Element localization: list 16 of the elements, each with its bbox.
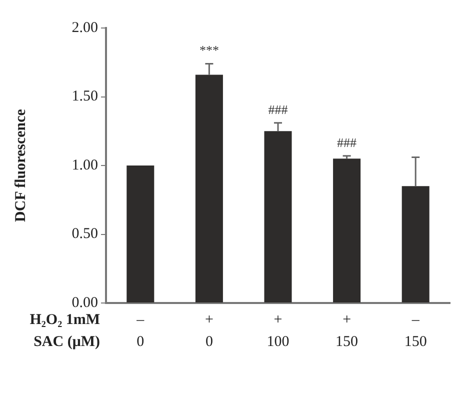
annotation: ###: [268, 102, 288, 117]
x-tick-label: + 0: [204, 312, 214, 350]
y-axis-title: DCF fluorescence: [12, 108, 29, 222]
x-tick-label: – 150: [404, 312, 427, 350]
annotation: ***: [199, 42, 219, 58]
x-tick-label: + 100: [266, 312, 290, 350]
x-tick-label: – 0: [136, 312, 145, 350]
y-tick-label: 1.00: [72, 157, 98, 174]
x-tick-label: + 150: [336, 312, 358, 350]
y-tick-label: 0.50: [72, 226, 98, 242]
annotation: ###: [337, 134, 358, 150]
y-tick-label: 2.00: [72, 20, 98, 36]
y-tick-label: 0.00: [72, 294, 98, 311]
y-tick-label: 1.50: [72, 88, 98, 105]
text: H₂O₂ 1mM: [30, 312, 100, 328]
text: SAC (μM): [34, 334, 100, 350]
